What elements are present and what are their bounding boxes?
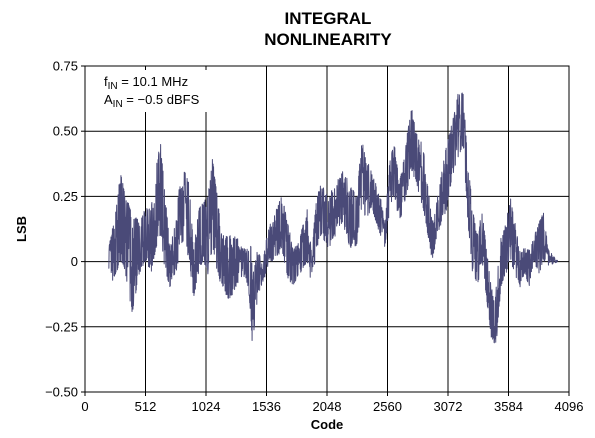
series-group	[108, 92, 559, 344]
chart-title-line-1: INTEGRAL	[285, 9, 372, 28]
tick-labels: 0 512 1024 1536 2048 2560 3072 3584 4096 −0.50 −0.…	[45, 59, 583, 415]
chart-title-line-2: NONLINEARITY	[264, 30, 392, 49]
x-tick-label: 0	[81, 399, 88, 414]
inl-series-line	[108, 92, 559, 344]
y-tick-label: 0.75	[53, 59, 78, 74]
x-axis-label: Code	[311, 417, 344, 432]
x-tick-label: 512	[135, 399, 157, 414]
x-tick-label: 1536	[252, 399, 281, 414]
x-tick-label: 3072	[434, 399, 463, 414]
y-axis-label: LSB	[14, 216, 29, 242]
x-tick-label: 3584	[494, 399, 523, 414]
y-tick-label: −0.25	[45, 319, 78, 334]
x-tick-label: 4096	[555, 399, 584, 414]
y-tick-label: −0.50	[45, 385, 78, 400]
x-tick-label: 1024	[192, 399, 221, 414]
annotation-fin: fIN = 10.1 MHz	[104, 74, 188, 92]
y-tick-label: 0.50	[53, 124, 78, 139]
x-tick-label: 2560	[373, 399, 402, 414]
y-tick-label: 0.25	[53, 189, 78, 204]
x-tick-label: 2048	[313, 399, 342, 414]
annotation-box	[99, 70, 215, 112]
annotation-ain: AIN = −0.5 dBFS	[104, 92, 200, 110]
y-tick-label: 0	[71, 254, 78, 269]
